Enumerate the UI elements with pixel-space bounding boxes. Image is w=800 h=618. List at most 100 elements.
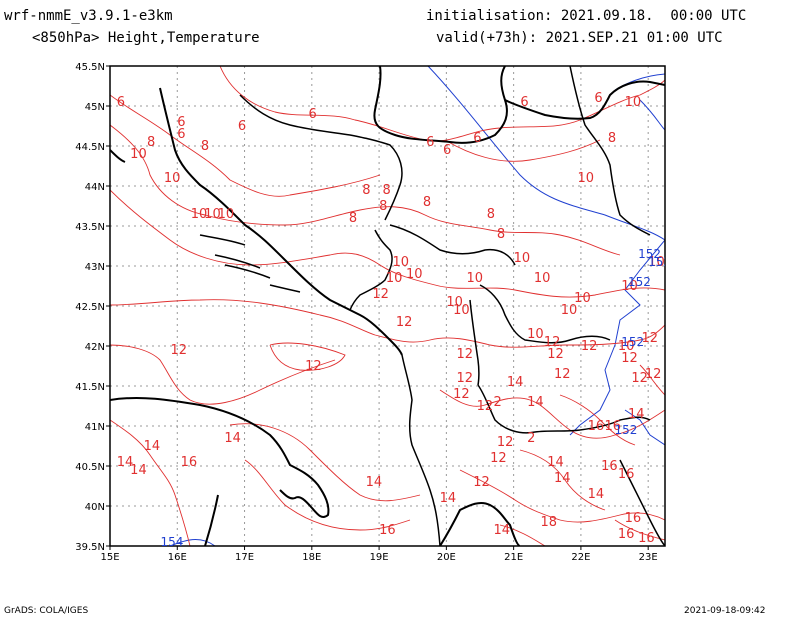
temperature-contours xyxy=(110,66,665,546)
temperature-contour-label: 16 xyxy=(618,467,635,482)
temperature-contour-label: 12 xyxy=(490,451,507,466)
border-macedonia-greece xyxy=(477,384,651,434)
x-tick-label: 20E xyxy=(437,552,456,563)
temperature-contour-label: 6 xyxy=(426,135,434,150)
temperature-contour-label: 6 xyxy=(177,115,185,130)
temperature-contour-label: 14 xyxy=(588,487,605,502)
temperature-contour-label: 12 xyxy=(372,287,389,302)
x-tick-label: 22E xyxy=(571,552,590,563)
y-tick-label: 43.5N xyxy=(75,222,105,233)
border-montenegro xyxy=(349,229,393,311)
y-tick-label: 43N xyxy=(85,262,105,273)
temperature-contour-label: 6 xyxy=(308,107,316,122)
temperature-contour-label: 10 xyxy=(453,303,470,318)
temperature-contour-label: 12 xyxy=(645,367,662,382)
temperature-contour-label: 14 xyxy=(366,475,383,490)
temperature-contour-line xyxy=(244,459,411,531)
y-tick-label: 44N xyxy=(85,182,105,193)
island-mljet xyxy=(269,284,301,293)
border-albania-greece xyxy=(401,354,441,546)
temperature-contour-label: 6 xyxy=(443,143,451,158)
temperature-contour-line xyxy=(459,469,665,523)
temperature-contour-label: 16 xyxy=(181,455,198,470)
coastlines-borders xyxy=(110,66,665,546)
height-contour-label: 152 xyxy=(638,247,661,261)
temperature-contour-label: 14 xyxy=(440,491,457,506)
temperature-contour-label: 12 xyxy=(581,339,598,354)
field-title: <850hPa> Height,Temperature xyxy=(32,30,260,46)
temperature-contour-label: 10 xyxy=(574,291,591,306)
y-tick-label: 41.5N xyxy=(75,382,105,393)
temperature-contour-label: 8 xyxy=(147,135,155,150)
temperature-contour-label: 14 xyxy=(547,455,564,470)
temperature-contour-label: 10 xyxy=(534,271,551,286)
temperature-contour-label: 14 xyxy=(527,395,544,410)
temperature-contour-label: 8 xyxy=(497,227,505,242)
temperature-contour-label: 12 xyxy=(473,475,490,490)
temperature-contour-label: 16 xyxy=(379,523,396,538)
adriatic-coast-east xyxy=(159,87,403,356)
temperature-contour-label: 14 xyxy=(493,523,510,538)
temperature-contour-label: 16 xyxy=(601,459,618,474)
temperature-contour-label: 8 xyxy=(487,207,495,222)
border-albania-east xyxy=(469,299,480,386)
temperature-contour-label: 6 xyxy=(473,131,481,146)
height-contour-label: 152 xyxy=(628,275,651,289)
temperature-contour-label: 16 xyxy=(588,419,605,434)
height-contour-line xyxy=(624,409,665,446)
height-contour-label: 152 xyxy=(621,335,644,349)
temperature-contour-label: 10 xyxy=(514,251,531,266)
temperature-contour-label: 2 xyxy=(493,395,501,410)
temperature-contour-line xyxy=(229,423,421,502)
x-tick-label: 17E xyxy=(235,552,254,563)
y-tick-label: 39.5N xyxy=(75,542,105,553)
temperature-contour-label: 12 xyxy=(477,399,494,414)
x-tick-label: 16E xyxy=(168,552,187,563)
temperature-contour-label: 8 xyxy=(201,139,209,154)
temperature-contour-line xyxy=(559,394,636,446)
y-tick-label: 40N xyxy=(85,502,105,513)
temperature-contour-label: 14 xyxy=(144,439,161,454)
temperature-contour-label: 18 xyxy=(541,515,558,530)
temperature-contour-label: 12 xyxy=(396,315,413,330)
temperature-contour-line xyxy=(519,449,606,511)
temperature-contour-label: 10 xyxy=(191,207,208,222)
y-tick-label: 41N xyxy=(85,422,105,433)
temperature-contour-label: 12 xyxy=(621,351,638,366)
footer-timestamp: 2021-09-18-09:42 xyxy=(684,606,766,616)
temperature-contour-label: 10 xyxy=(648,255,665,270)
temperature-contour-label: 10 xyxy=(386,271,403,286)
italian-heel xyxy=(204,494,219,546)
height-contour-line xyxy=(639,99,665,131)
height-contour-line xyxy=(569,239,665,436)
temperature-contour-label: 6 xyxy=(117,95,125,110)
temperature-contour-label: 8 xyxy=(362,183,370,198)
temperature-contour-label: 12 xyxy=(641,331,658,346)
border-bulgaria xyxy=(569,66,651,236)
temperature-contour-label: 14 xyxy=(130,463,147,478)
temperature-contour-label: 10 xyxy=(164,171,181,186)
temperature-contour-label: 10 xyxy=(446,295,463,310)
temperature-contour-line xyxy=(110,94,381,197)
temperature-contour-label: 12 xyxy=(544,335,561,350)
temperature-contour-label: 12 xyxy=(497,435,514,450)
temperature-contour-label: 2 xyxy=(527,431,535,446)
temperature-contour-label: 6 xyxy=(238,119,246,134)
temperature-contour-label: 16 xyxy=(625,511,642,526)
island-hvar xyxy=(199,234,246,246)
temperature-contour-label: 8 xyxy=(382,183,390,198)
halkidiki xyxy=(619,459,665,546)
axis-tick-labels: 15E 16E 17E 18E 19E 20E 21E 22E 23E 45.5N 45N 44.5N… xyxy=(75,62,657,563)
temperature-contour-label: 10 xyxy=(218,207,235,222)
temperature-contour-line xyxy=(110,299,665,348)
init-time: initialisation: 2021.09.18. 00:00 UTC xyxy=(426,8,747,24)
temperature-contour-label: 14 xyxy=(554,471,571,486)
temperature-contour-line xyxy=(110,344,336,405)
temperature-contour-label: 16 xyxy=(638,531,655,546)
italian-coast xyxy=(110,396,330,518)
temperature-contour-label: 14 xyxy=(507,375,524,390)
temperature-contour-label: 10 xyxy=(578,171,595,186)
height-contour-label: 152 xyxy=(615,423,638,437)
temperature-contour-label: 10 xyxy=(130,147,147,162)
